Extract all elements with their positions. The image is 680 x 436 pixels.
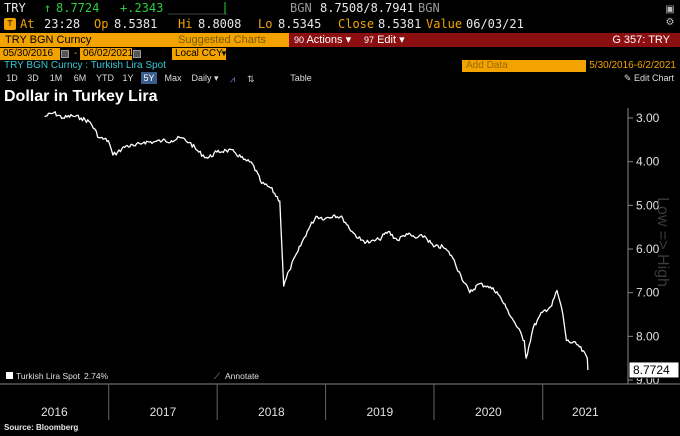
edit-label: Edit bbox=[377, 34, 397, 46]
open-value: 8.5381 bbox=[114, 17, 158, 31]
function-toolbar: TRY BGN Curncy Suggested Charts 90 Actio… bbox=[0, 33, 680, 47]
chevron-down-icon: ▾ bbox=[399, 34, 405, 46]
close-value: 8.5381 bbox=[378, 17, 422, 31]
actions-menu[interactable]: 90 Actions ▾ bbox=[294, 33, 351, 47]
legend-series-name: Turkish Lira Spot bbox=[16, 371, 81, 381]
bid-ask-source: BGN bbox=[290, 1, 312, 15]
edit-menu[interactable]: 97 Edit ▾ bbox=[364, 33, 405, 47]
last-value-box bbox=[628, 361, 680, 379]
up-arrow-icon: ↑ bbox=[44, 1, 52, 15]
suggested-charts-button[interactable]: Suggested Charts bbox=[172, 33, 289, 47]
y-axis-label: Low => High bbox=[654, 197, 671, 287]
legend-series-value: 2.74% bbox=[84, 371, 109, 381]
calendar-icon[interactable] bbox=[133, 50, 141, 58]
quote-line: TRY ↑ 8.7724 +.2343 BGN 8.7508/8.7941 BG… bbox=[0, 0, 680, 17]
y-tick-label: 8.00 bbox=[636, 329, 660, 343]
x-tick-label: 2020 bbox=[475, 405, 502, 419]
end-date-field[interactable]: 06/02/2021 bbox=[80, 48, 133, 60]
period-5y[interactable]: 5Y bbox=[141, 72, 157, 84]
frequency-and-period: Daily 5/30/2016-6/2/2021 bbox=[559, 60, 676, 72]
ohlc-line: ⊤ At 23:28 Op 8.5381 Hi 8.8008 Lo 8.5345… bbox=[0, 17, 680, 32]
edit-number: 97 bbox=[364, 35, 375, 45]
x-tick-label: 2017 bbox=[150, 405, 177, 419]
chart-type-icon[interactable]: ⩘ bbox=[230, 74, 236, 84]
close-label: Close bbox=[338, 17, 375, 31]
y-tick-label: 6.00 bbox=[636, 242, 660, 256]
x-tick-label: 2018 bbox=[258, 405, 285, 419]
period-6m[interactable]: 6M bbox=[73, 73, 87, 83]
date-range-row: 05/30/2016 - 06/02/2021 Local CCY ▼ bbox=[0, 48, 680, 60]
chart-legend: Turkish Lira Spot 2.74% ⟋ Annotate bbox=[6, 371, 259, 382]
price-chart: 3.004.005.006.007.008.009.00 2016 2017 201… bbox=[0, 108, 680, 420]
edit-chart-label: Edit Chart bbox=[633, 73, 674, 83]
period-bar: 1D 3D 1M 6M YTD 1Y 5Y Max Daily ▾ ⩘ ⇅ Ta… bbox=[0, 72, 680, 84]
price-change: +.2343 bbox=[120, 1, 164, 15]
bid-ask: 8.7508/8.7941 bbox=[320, 1, 414, 15]
ticker-symbol: TRY bbox=[4, 1, 26, 15]
y-tick-label: 3.00 bbox=[636, 111, 660, 125]
calendar-icon[interactable] bbox=[61, 50, 69, 58]
high-label: Hi bbox=[178, 17, 193, 31]
last-price: 8.7724 bbox=[56, 1, 100, 15]
low-value: 8.5345 bbox=[278, 17, 322, 31]
screenshot-icon[interactable]: ▣ bbox=[665, 4, 675, 15]
x-axis: 2016 2017 2018 2019 2020 2021 bbox=[0, 383, 680, 420]
period-3d[interactable]: 3D bbox=[27, 73, 39, 83]
x-tick-label: 2016 bbox=[41, 405, 68, 419]
high-value: 8.8008 bbox=[198, 17, 242, 31]
actions-number: 90 bbox=[294, 35, 305, 45]
actions-label: Actions bbox=[306, 34, 343, 46]
period-ytd[interactable]: YTD bbox=[96, 73, 114, 83]
security-name: TRY BGN Curncy : Turkish Lira Spot bbox=[4, 60, 166, 71]
period-1m[interactable]: 1M bbox=[49, 73, 63, 83]
x-tick-label: 2021 bbox=[572, 405, 599, 419]
chart-title: Dollar in Turkey Lira bbox=[4, 88, 158, 105]
annotate-icon[interactable]: ⟋ bbox=[214, 372, 221, 382]
edit-chart-button[interactable]: ✎ Edit Chart bbox=[624, 72, 674, 84]
security-field[interactable]: TRY BGN Curncy bbox=[0, 33, 172, 47]
last-value-badge: 8.7724 bbox=[628, 361, 680, 379]
y-tick-label: 5.00 bbox=[636, 198, 660, 212]
currency-select[interactable]: Local CCY bbox=[172, 48, 226, 60]
chevron-down-icon: ▼ bbox=[220, 49, 228, 58]
annotate-label[interactable]: Annotate bbox=[225, 371, 259, 381]
low-label: Lo bbox=[258, 17, 273, 31]
period-1d[interactable]: 1D bbox=[6, 73, 18, 83]
last-value-text: 8.7724 bbox=[633, 363, 670, 377]
y-tick-label: 7.00 bbox=[636, 286, 660, 300]
bid-ask-source-2: BGN bbox=[418, 1, 440, 15]
sparkline bbox=[168, 2, 228, 15]
start-date-field[interactable]: 05/30/2016 bbox=[0, 48, 60, 60]
frequency-dropdown[interactable]: Daily ▾ bbox=[191, 73, 219, 83]
y-tick-label: 4.00 bbox=[636, 155, 660, 169]
table-button[interactable]: Table bbox=[290, 73, 312, 83]
period-max[interactable]: Max bbox=[164, 73, 182, 83]
security-row: TRY BGN Curncy : Turkish Lira Spot Add D… bbox=[0, 60, 680, 72]
frequency-label: Daily bbox=[558, 60, 581, 71]
value-date: 06/03/21 bbox=[466, 17, 524, 31]
period-label: 5/30/2016-6/2/2021 bbox=[589, 60, 676, 71]
sort-icon[interactable]: ⇅ bbox=[247, 74, 255, 84]
x-tick-label: 2019 bbox=[366, 405, 393, 419]
pencil-icon: ✎ bbox=[623, 73, 632, 83]
time-label: At bbox=[20, 17, 35, 31]
open-label: Op bbox=[94, 17, 109, 31]
quote-time: 23:28 bbox=[44, 17, 81, 31]
window-controls: ▣ ⚙ bbox=[664, 4, 676, 28]
settings-gear-icon[interactable]: ⚙ bbox=[665, 17, 675, 28]
chevron-down-icon: ▾ bbox=[345, 34, 352, 46]
chart-id-label: G 357: TRY bbox=[612, 34, 670, 46]
period-1y[interactable]: 1Y bbox=[122, 73, 134, 83]
source-note: Source: Bloomberg bbox=[4, 423, 79, 432]
frequency-dropdown-label: Daily bbox=[191, 73, 212, 83]
value-label: Value bbox=[426, 17, 463, 31]
lock-icon[interactable]: ⊤ bbox=[4, 18, 16, 30]
legend-swatch bbox=[6, 372, 13, 379]
add-data-input[interactable]: Add Data bbox=[462, 60, 586, 72]
series-line-turkish-lira-spot bbox=[44, 111, 589, 371]
